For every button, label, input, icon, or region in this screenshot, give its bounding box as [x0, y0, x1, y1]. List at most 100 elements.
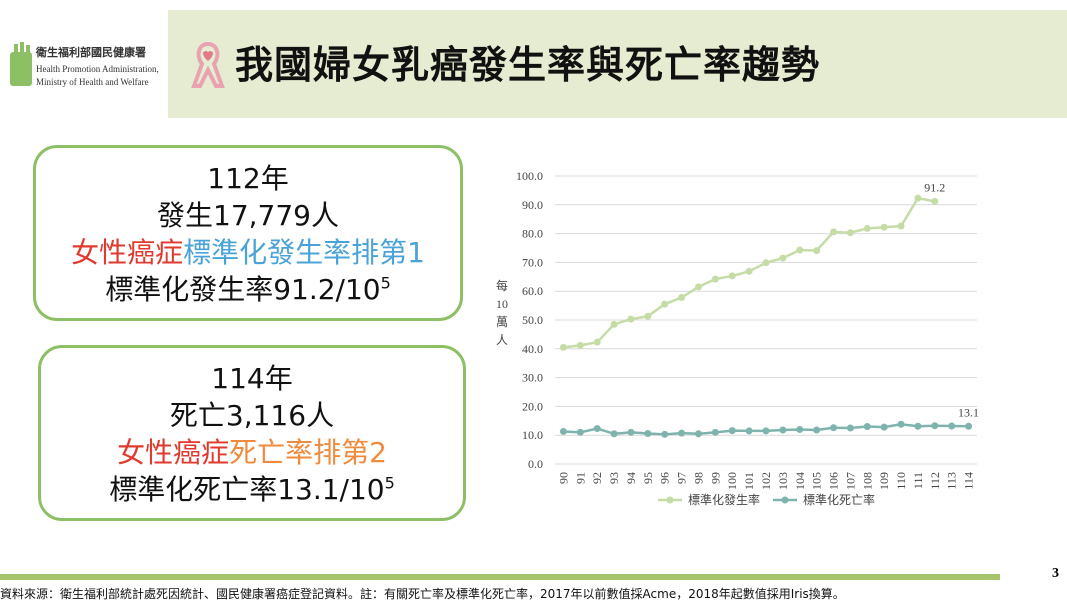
data-point	[796, 246, 804, 254]
box-line: 標準化發生率91.2/105	[36, 271, 460, 308]
data-point	[694, 430, 702, 438]
data-point	[610, 320, 618, 328]
x-tick-label: 91	[573, 472, 587, 484]
data-point	[610, 430, 618, 438]
data-point	[863, 224, 871, 232]
title-band	[168, 10, 1067, 118]
data-point	[593, 338, 601, 346]
data-point	[931, 197, 939, 205]
x-tick-label: 105	[810, 472, 824, 490]
data-point	[830, 424, 838, 432]
data-point	[678, 429, 686, 437]
data-label: 13.1	[958, 405, 979, 419]
box-line: 112年	[36, 160, 460, 197]
x-tick-label: 110	[894, 472, 908, 490]
data-point	[897, 222, 905, 230]
data-point	[661, 300, 669, 308]
data-point	[576, 341, 584, 349]
logo	[10, 42, 32, 86]
x-tick-label: 92	[590, 472, 604, 484]
org-name-en: Health Promotion Administration,	[36, 64, 159, 74]
slide-title: 我國婦女乳癌發生率與死亡率趨勢	[235, 43, 821, 87]
data-point	[846, 424, 854, 432]
data-point	[914, 194, 922, 202]
data-label: 91.2	[924, 180, 945, 194]
x-tick-label: 114	[962, 472, 976, 490]
x-tick-label: 101	[742, 472, 756, 490]
data-point	[694, 283, 702, 291]
box-text: 標準化死亡率13.1/10	[109, 473, 385, 506]
y-tick-label: 100.0	[516, 169, 543, 183]
x-tick-label: 111	[911, 472, 925, 489]
data-point	[846, 229, 854, 237]
data-point	[711, 428, 719, 436]
x-tick-label: 94	[624, 472, 638, 484]
ribbon-icon	[191, 41, 225, 88]
box-text: 女性癌症	[117, 436, 230, 469]
data-point	[931, 422, 939, 430]
data-point	[661, 430, 669, 438]
data-point	[779, 426, 787, 434]
x-tick-label: 108	[860, 472, 874, 490]
data-point	[863, 423, 871, 431]
y-tick-label: 0.0	[528, 457, 543, 471]
data-point	[796, 425, 804, 433]
box-text: 5	[384, 473, 395, 493]
source-note: 資料來源：衛生福利部統計處死因統計、國民健康署癌症登記資料。註：有關死亡率及標準…	[0, 587, 845, 601]
data-point	[965, 422, 973, 430]
data-point	[914, 422, 922, 430]
data-point	[627, 315, 635, 323]
legend-swatch	[781, 496, 789, 504]
data-point	[678, 294, 686, 302]
data-point	[830, 228, 838, 236]
y-tick-label: 80.0	[522, 227, 543, 241]
y-tick-label: 30.0	[522, 371, 543, 385]
stat-box: 114年死亡3,116人 女性癌症死亡率排第2 標準化死亡率13.1/105	[38, 345, 466, 521]
box-text: 發生17,779人	[157, 199, 339, 232]
data-point	[762, 259, 770, 267]
box-text: 女性癌症	[71, 236, 184, 269]
data-point	[897, 420, 905, 428]
data-point	[644, 429, 652, 437]
data-point	[559, 343, 567, 351]
x-tick-label: 96	[658, 472, 672, 484]
org-name-en: Ministry of Health and Welfare	[36, 77, 149, 87]
legend-swatch	[666, 496, 674, 504]
data-point	[813, 247, 821, 255]
y-tick-label: 70.0	[522, 255, 543, 269]
box-text: 112年	[207, 162, 289, 195]
box-text: 標準化發生率91.2/10	[105, 273, 381, 306]
data-point	[593, 425, 601, 433]
y-tick-label: 90.0	[522, 198, 543, 212]
box-text: 5	[380, 273, 391, 293]
data-point	[644, 312, 652, 320]
x-tick-label: 103	[776, 472, 790, 490]
box-line: 女性癌症死亡率排第2	[41, 434, 463, 471]
x-tick-label: 98	[691, 472, 705, 484]
y-axis-label: 每 10 萬人	[496, 278, 508, 347]
data-point	[728, 427, 736, 435]
x-tick-label: 112	[928, 472, 942, 490]
box-line: 114年	[41, 360, 463, 397]
box-line: 死亡3,116人	[41, 397, 463, 434]
data-point	[880, 423, 888, 431]
data-point	[576, 428, 584, 436]
data-point	[728, 272, 736, 280]
y-tick-label: 20.0	[522, 399, 543, 413]
data-point	[779, 254, 787, 262]
box-text: 114年	[211, 362, 293, 395]
x-tick-label: 106	[827, 472, 841, 490]
box-text: 死亡3,116人	[169, 399, 335, 432]
data-point	[711, 275, 719, 283]
legend-label: 標準化死亡率	[803, 492, 875, 507]
chart: 0.0 10.0 20.0 30.0 40.0 50.0 60.0 70.0 80.0 90.0 1…	[496, 169, 979, 507]
box-text: 標準化發生率排第1	[183, 236, 425, 269]
x-tick-label: 109	[877, 472, 891, 490]
page-number: 3	[1052, 566, 1059, 581]
y-tick-label: 40.0	[522, 342, 543, 356]
x-tick-label: 100	[725, 472, 739, 490]
box-line: 發生17,779人	[36, 197, 460, 234]
footer-bar	[0, 574, 1000, 580]
data-point	[627, 428, 635, 436]
y-tick-label: 60.0	[522, 284, 543, 298]
